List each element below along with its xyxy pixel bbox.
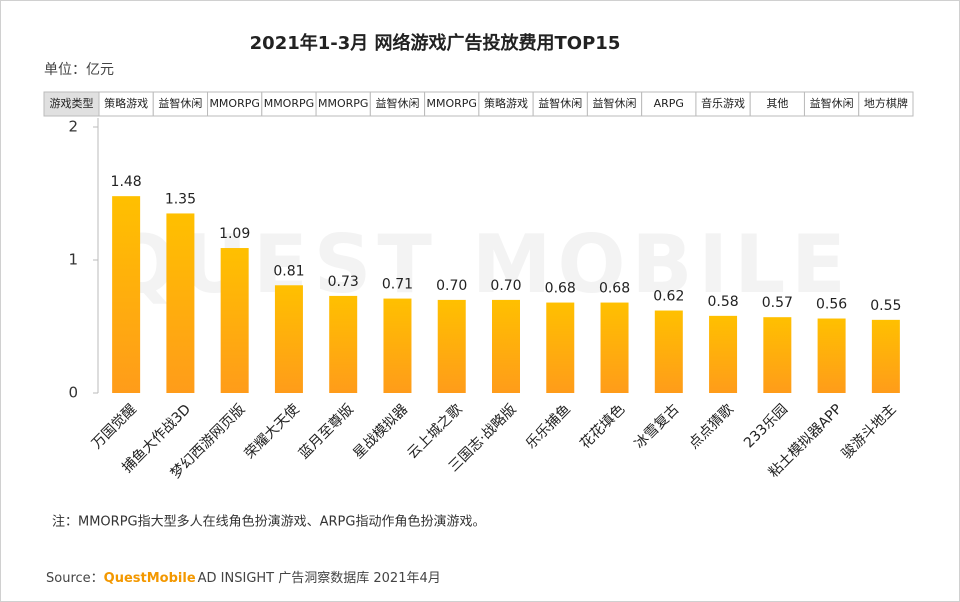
bar (220, 248, 249, 393)
bar (329, 295, 358, 393)
type-cell (478, 91, 534, 117)
type-label: MMORPG (318, 97, 368, 110)
type-label: 益智休闲 (375, 96, 419, 110)
value-label: 0.73 (328, 274, 359, 290)
type-cell (369, 91, 426, 117)
source-brand: QuestMobile (104, 571, 196, 586)
type-label: ARPG (654, 97, 684, 110)
type-label: 益智休闲 (810, 96, 854, 110)
type-label: 其他 (766, 97, 788, 110)
y-tick-label: 1 (68, 251, 78, 269)
bar (546, 302, 575, 393)
type-label: 益智休闲 (158, 96, 202, 110)
bar (654, 310, 683, 393)
value-label: 0.68 (599, 281, 630, 297)
value-label: 0.68 (545, 281, 576, 297)
bar (600, 302, 629, 393)
bar (709, 315, 738, 393)
value-label: 0.55 (870, 298, 901, 314)
type-label: 益智休闲 (538, 96, 582, 110)
bar (437, 299, 466, 393)
bar (492, 299, 520, 393)
source-rest: AD INSIGHT 广告洞察数据库 2021年4月 (198, 570, 441, 586)
type-cell (261, 91, 317, 117)
type-cell (749, 91, 805, 117)
note: 注：MMORPG指大型多人在线角色扮演游戏、ARPG指动作角色扮演游戏。 (52, 514, 485, 530)
type-cell (98, 91, 154, 117)
value-label: 0.71 (382, 277, 413, 293)
type-cell (152, 91, 209, 117)
chart-title: 2021年1-3月 网络游戏广告投放费用TOP15 (250, 32, 621, 54)
type-cell (858, 91, 914, 117)
type-header: 游戏类型 (50, 96, 94, 110)
value-label: 0.58 (707, 294, 738, 310)
value-label: 0.70 (436, 278, 467, 294)
value-label: 1.09 (219, 226, 250, 242)
bar (817, 318, 846, 393)
type-header-cell (43, 91, 100, 117)
type-cell (207, 91, 263, 117)
type-label: 地方棋牌 (864, 96, 908, 110)
type-label: 策略游戏 (104, 96, 148, 110)
value-label: 0.62 (653, 289, 684, 305)
bar (383, 298, 412, 393)
value-label: 0.56 (816, 297, 847, 313)
unit-label: 单位：亿元 (44, 62, 114, 78)
y-tick-label: 0 (68, 384, 78, 402)
bar (274, 285, 303, 393)
type-cell (695, 91, 751, 117)
bar (763, 317, 792, 393)
type-label: 音乐游戏 (701, 96, 745, 110)
source: Source：QuestMobile AD INSIGHT 广告洞察数据库 202… (46, 570, 441, 586)
type-label: MMORPG (209, 97, 259, 110)
source-prefix: Source： (46, 571, 104, 586)
bar (871, 319, 900, 393)
type-cell (586, 91, 643, 117)
type-cell (803, 91, 860, 117)
type-label: MMORPG (264, 97, 314, 110)
type-label: MMORPG (427, 97, 477, 110)
value-label: 0.57 (762, 295, 793, 311)
type-cell (641, 91, 697, 117)
type-label: 策略游戏 (484, 96, 528, 110)
value-label: 0.70 (490, 278, 521, 294)
type-cell (315, 91, 371, 117)
bar (112, 196, 141, 393)
type-label: 益智休闲 (593, 96, 637, 110)
y-tick-label: 2 (68, 118, 78, 136)
value-label: 1.48 (111, 174, 142, 190)
bar (166, 213, 195, 393)
value-label: 0.81 (273, 263, 304, 279)
value-label: 1.35 (165, 191, 196, 207)
